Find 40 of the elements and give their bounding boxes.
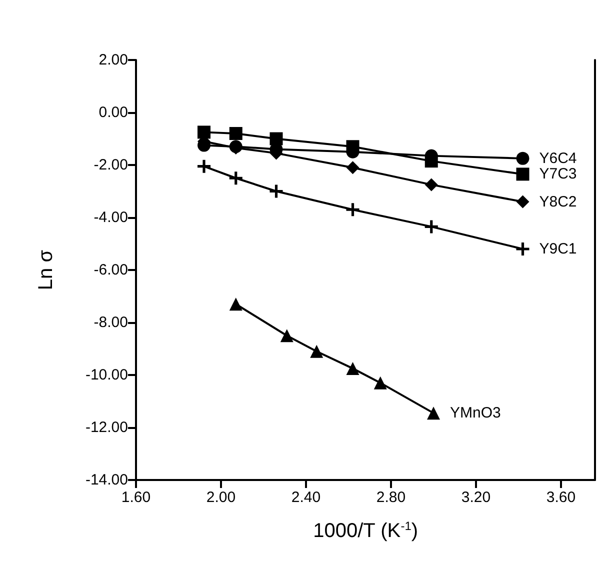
x-tick-label: 3.60 [546,489,576,506]
y-tick-label: -12.00 [85,419,128,436]
point [310,344,324,358]
y-tick-label: -14.00 [85,472,128,488]
point [198,126,210,139]
y-tick-label: -6.00 [94,262,128,278]
point [424,178,438,192]
point [516,242,530,256]
y-tick-label: -10.00 [85,366,128,384]
point [516,168,530,181]
point [424,220,438,234]
series-label: Y6C4 [539,150,577,167]
point [346,362,360,375]
y-tick-label: -2.00 [94,156,128,174]
series-label: Y9C1 [539,240,577,258]
point [280,329,294,342]
y-axis-title: Ln σ [35,249,57,290]
y-tick-label: -8.00 [94,314,128,331]
y-tick-label: 2.00 [98,52,128,68]
x-tick-label: 2.00 [206,489,236,506]
point [516,195,530,208]
x-tick-label: 2.40 [291,489,321,506]
x-tick-label: 1.60 [121,489,151,506]
point [229,127,242,140]
y-tick-label: 0.00 [98,104,128,121]
point [229,298,242,311]
point [516,152,530,165]
point [427,406,440,420]
x-tick-label: 2.80 [376,489,406,506]
x-tick-label: 3.20 [461,489,491,506]
series-label: YMnO3 [450,404,501,422]
point [198,160,210,173]
point [229,172,242,185]
point [346,203,360,216]
y-tick-label: -4.00 [94,209,128,226]
point [270,184,283,198]
point [374,376,387,390]
point [346,161,360,174]
series-label: Y7C3 [539,166,577,183]
series-label: Y8C2 [539,193,577,210]
